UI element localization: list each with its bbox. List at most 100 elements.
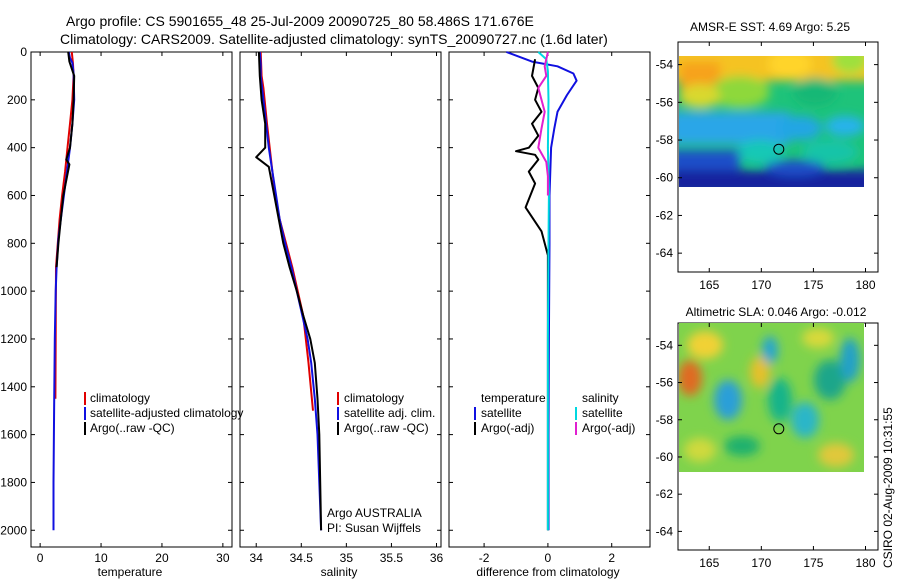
series-line-climatology [259, 51, 314, 411]
sst-map-panel: AMSR-E SST: 4.69 Argo: 5.25 [656, 20, 879, 292]
x-tick-label: 35 [340, 551, 354, 565]
lon-tick-label: 180 [855, 556, 875, 570]
argo-position-marker [773, 423, 785, 435]
figure-title-line2: Climatology: CARS2009. Satellite-adjuste… [60, 31, 608, 47]
legend-label-argo: Argo(..raw -QC) [90, 421, 175, 435]
depth-tick-label: 600 [7, 188, 27, 202]
depth-tick-label: 400 [7, 141, 27, 155]
depth-tick-label: 1200 [0, 332, 27, 346]
legend-label-argo: Argo(..raw -QC) [344, 421, 429, 435]
lon-tick-label: 175 [803, 278, 823, 292]
series-line-salinity-satellite [537, 51, 550, 531]
salinity-legend: climatology satellite adj. clim. Argo(..… [337, 391, 435, 435]
lat-tick-label: -60 [656, 450, 674, 464]
lat-tick-label: -62 [656, 208, 674, 222]
x-tick-label: 36 [430, 551, 444, 565]
depth-tick-label: 1000 [0, 284, 27, 298]
difference-axes-box [448, 51, 651, 548]
figure-title-line1: Argo profile: CS 5901655_48 25-Jul-2009 … [66, 13, 534, 29]
lat-tick-label: -64 [656, 524, 674, 538]
sla-map-y-ticks: -54 -56 -58 -60 -62 -64 [656, 338, 878, 538]
depth-tick-label: 0 [20, 45, 27, 59]
float-pi-label: PI: Susan Wijffels [327, 521, 421, 535]
legend-label-temp-satellite: satellite [481, 406, 522, 420]
legend-label-temp-argo: Argo(-adj) [481, 421, 534, 435]
lon-tick-label: 170 [751, 556, 771, 570]
legend-label-sal-satellite: satellite [582, 406, 623, 420]
lon-tick-label: 170 [751, 278, 771, 292]
depth-tick-label: 200 [7, 93, 27, 107]
legend-label-sal-argo: Argo(-adj) [582, 421, 635, 435]
lat-tick-label: -54 [656, 58, 674, 72]
series-line-climatology [54, 51, 75, 399]
temperature-legend: climatology satellite-adjusted climatolo… [84, 391, 243, 435]
sst-field-blobs [679, 56, 864, 187]
x-tick-label: 35.5 [380, 551, 404, 565]
series-line-satellite-adj-clim [258, 51, 323, 531]
salinity-y-ticks [240, 51, 441, 531]
sst-field [679, 56, 864, 187]
x-tick-label: 30 [216, 551, 230, 565]
lat-tick-label: -56 [656, 95, 674, 109]
x-tick-label: 10 [94, 551, 108, 565]
lat-tick-label: -62 [656, 487, 674, 501]
depth-tick-label: 800 [7, 236, 27, 250]
series-line-argo-raw-qc [255, 51, 323, 531]
salinity-lines [255, 51, 323, 531]
lat-tick-label: -58 [656, 413, 674, 427]
legend-label-climatology: climatology [344, 391, 404, 405]
lat-tick-label: -58 [656, 133, 674, 147]
sla-field [679, 323, 864, 472]
temperature-x-ticks: 0 10 20 30 [37, 52, 230, 565]
series-line-satellite-adjusted-climatology [52, 51, 76, 531]
difference-legend: temperature satellite Argo(-adj) salinit… [474, 391, 635, 435]
series-line-salinity-argo-adj [537, 51, 549, 196]
difference-xlabel: difference from climatology [476, 565, 619, 579]
series-line-argo-raw-qc [55, 51, 76, 268]
sst-map-y-ticks: -54 -56 -58 -60 -62 -64 [656, 58, 878, 260]
argo-position-marker [773, 143, 785, 155]
depth-tick-label: 1400 [0, 380, 27, 394]
salinity-panel: 34 34.5 35 35.5 36 climatology satellite adj… [239, 51, 444, 579]
legend-heading-salinity: salinity [582, 391, 619, 405]
float-owner-label: Argo AUSTRALIA [327, 506, 422, 520]
sst-map-title: AMSR-E SST: 4.69 Argo: 5.25 [690, 20, 850, 34]
temperature-panel: 0 200 400 600 800 1000 1200 1400 1600 1800 2000 0 1… [0, 45, 243, 579]
x-tick-label: 0 [37, 551, 44, 565]
depth-tick-label: 1600 [0, 428, 27, 442]
depth-tick-label: 1800 [0, 475, 27, 489]
salinity-xlabel: salinity [321, 565, 358, 579]
lon-tick-label: 180 [855, 278, 875, 292]
temperature-xlabel: temperature [98, 565, 163, 579]
lat-tick-label: -60 [656, 171, 674, 185]
legend-heading-temperature: temperature [481, 391, 546, 405]
depth-tick-label: 2000 [0, 523, 27, 537]
depth-axis-ticks: 0 200 400 600 800 1000 1200 1400 1600 1800 2000 [0, 45, 232, 537]
salinity-x-ticks: 34 34.5 35 35.5 36 [250, 52, 444, 565]
sla-field-blobs [679, 328, 860, 467]
sla-map-title: Altimetric SLA: 0.046 Argo: -0.012 [686, 305, 867, 319]
salinity-axes-box [239, 51, 442, 548]
lon-tick-label: 165 [699, 278, 719, 292]
difference-y-ticks [449, 51, 650, 531]
footer-stamp: CSIRO 02-Aug-2009 10:31:55 [881, 407, 895, 568]
sla-map-panel: Altimetric SLA: 0.046 Argo: -0.012 165 [656, 305, 879, 570]
lon-tick-label: 165 [699, 556, 719, 570]
lat-tick-label: -64 [656, 246, 674, 260]
lon-tick-label: 175 [803, 556, 823, 570]
legend-label-satellite: satellite-adjusted climatology [90, 406, 243, 420]
difference-lines [506, 51, 578, 531]
sst-map-x-ticks: 165 170 175 180 [699, 42, 876, 292]
legend-label-climatology: climatology [90, 391, 150, 405]
temperature-axes-box [30, 51, 233, 548]
legend-label-satellite: satellite adj. clim. [344, 406, 435, 420]
difference-panel: -2 0 2 temperature satellite Argo(-adj) sa… [448, 51, 651, 579]
x-tick-label: 20 [155, 551, 169, 565]
lat-tick-label: -54 [656, 338, 674, 352]
x-tick-label: -2 [479, 551, 490, 565]
series-line-temperature-argo-adj [515, 59, 549, 531]
lat-tick-label: -56 [656, 376, 674, 390]
x-tick-label: 2 [608, 551, 615, 565]
x-tick-label: 34.5 [290, 551, 314, 565]
sla-map-x-ticks: 165 170 175 180 [699, 323, 876, 570]
